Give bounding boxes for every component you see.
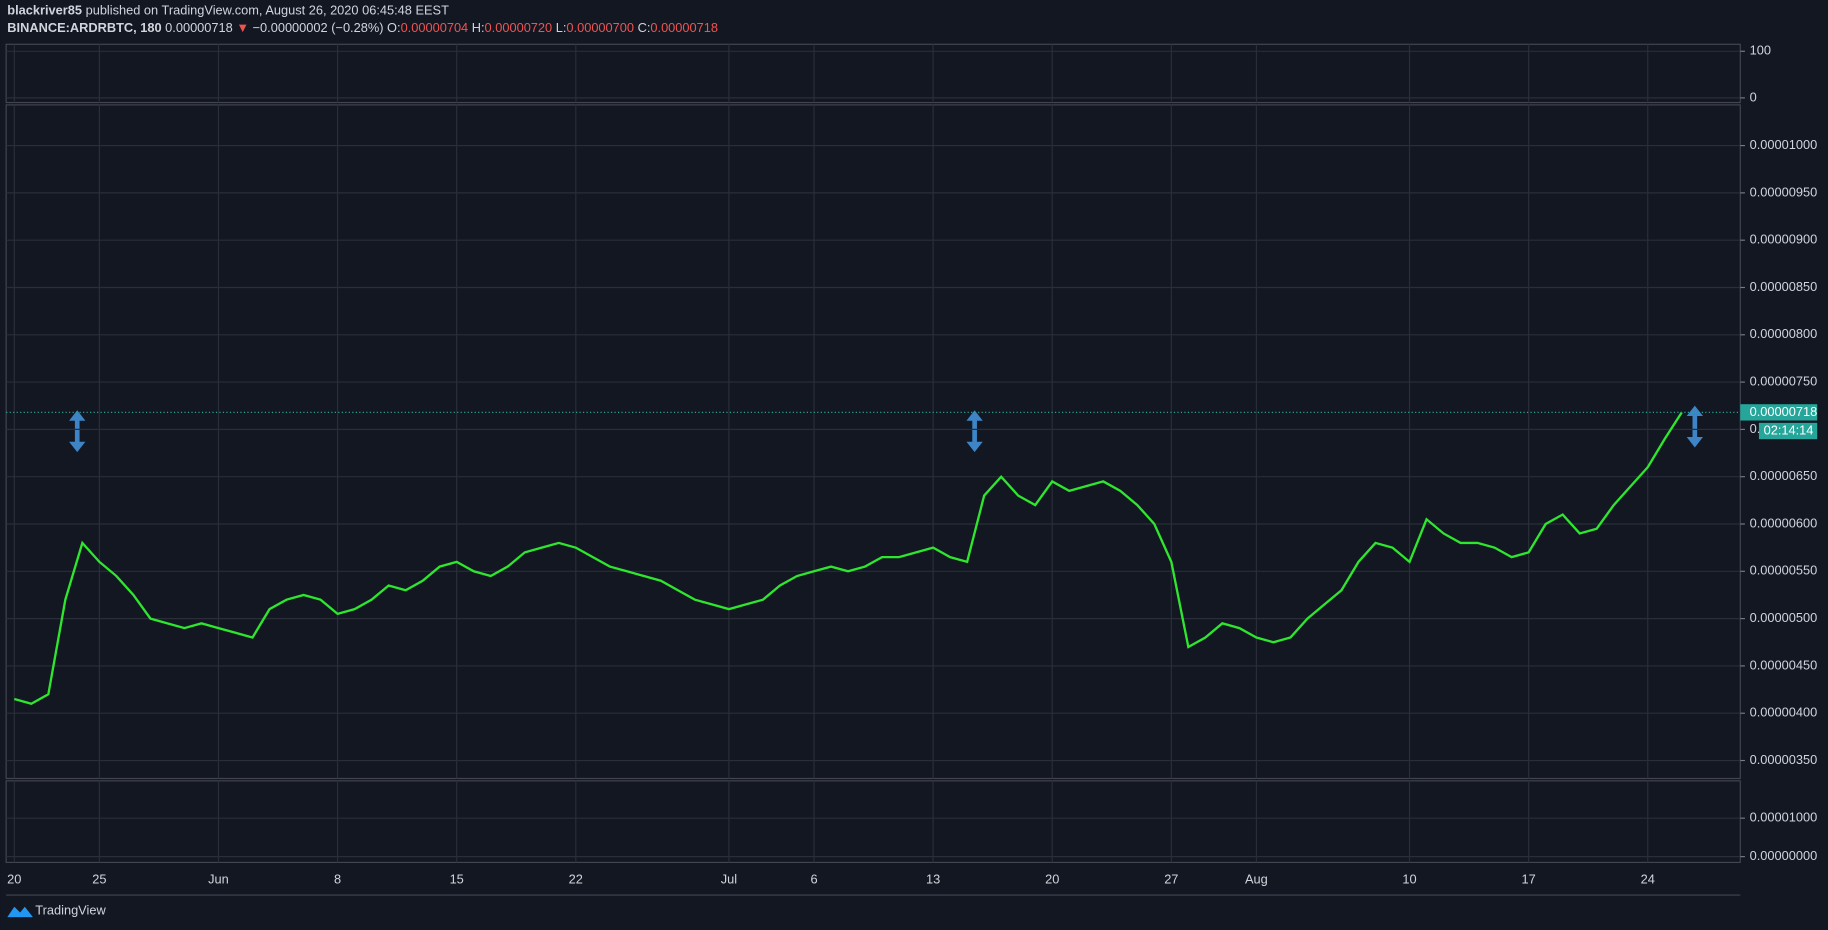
y-tick-label: 0.00001000: [1750, 137, 1818, 152]
open-value: 0.00000704: [401, 21, 469, 36]
y-tick-label: 0.00000600: [1750, 515, 1818, 530]
footer-logo: TradingView: [7, 903, 106, 918]
x-tick-label: 8: [334, 871, 341, 886]
high-value: 0.00000720: [485, 21, 553, 36]
volume-pane: [5, 780, 1741, 863]
y-tick-label: 0.00000650: [1750, 468, 1818, 483]
high-label: H:: [472, 21, 485, 36]
arrow: [1686, 405, 1703, 448]
change: −0.00000002 (−0.28%): [253, 21, 384, 36]
close-value: 0.00000718: [650, 21, 718, 36]
x-tick-label: 25: [92, 871, 106, 886]
y-tick-label: 0.00000900: [1750, 232, 1818, 247]
pane-borders: [5, 43, 1741, 896]
down-icon: ▼: [236, 21, 249, 36]
x-tick-label: 22: [569, 871, 583, 886]
y-tick-label: 100: [1750, 43, 1771, 58]
x-tick-label: 20: [7, 871, 21, 886]
x-tick-label: 20: [1045, 871, 1059, 886]
y-tick-label: 0.00000350: [1750, 752, 1818, 767]
x-tick-label: 17: [1522, 871, 1536, 886]
x-tick-label: 13: [926, 871, 940, 886]
last-price-label: 0.00000718: [1750, 404, 1818, 419]
y-tick-label: 0.00000550: [1750, 563, 1818, 578]
author: blackriver85: [7, 3, 82, 18]
y-tick-label: 0.00001000: [1750, 810, 1818, 825]
y-tick-label: 0.00000500: [1750, 610, 1818, 625]
symbol: BINANCE:ARDRBTC, 180: [7, 21, 161, 36]
x-tick-label: 10: [1402, 871, 1416, 886]
y-tick-label: 0.00000850: [1750, 279, 1818, 294]
y-tick-label: 0.00000800: [1750, 326, 1818, 341]
open-label: O:: [387, 21, 401, 36]
price: 0.00000718: [165, 21, 233, 36]
y-tick-label: 0.00000400: [1750, 705, 1818, 720]
header-line1: blackriver85 published on TradingView.co…: [7, 3, 449, 18]
x-tick-label: 6: [810, 871, 817, 886]
published: published on TradingView.com, August 26,…: [86, 3, 449, 18]
low-value: 0.00000700: [566, 21, 634, 36]
brand: TradingView: [35, 903, 106, 918]
price-line: [13, 411, 1683, 706]
countdown-box: [1758, 422, 1818, 440]
last-price-box: [1740, 404, 1818, 421]
x-tick-label: Jul: [721, 871, 737, 886]
x-tick-label: 24: [1641, 871, 1655, 886]
low-label: L:: [556, 21, 567, 36]
x-tick-label: 15: [450, 871, 464, 886]
header-line2: BINANCE:ARDRBTC, 180 0.00000718 ▼ −0.000…: [7, 21, 718, 36]
y-tick-label: 0.00000950: [1750, 184, 1818, 199]
y-tick-label: 0: [1750, 89, 1757, 104]
x-tick-label: Aug: [1245, 871, 1268, 886]
oscillator-pane: [5, 43, 1741, 104]
y-tick-label: 0.00000000: [1750, 848, 1818, 863]
logo-icon: [7, 906, 33, 918]
x-tick-label: 27: [1164, 871, 1178, 886]
price-pane: [5, 104, 1741, 780]
y-tick-label: 0.00000750: [1750, 373, 1818, 388]
y-tick-label: 0.00000450: [1750, 657, 1818, 672]
close-label: C:: [638, 21, 651, 36]
countdown: 02:14:14: [1764, 422, 1814, 437]
x-tick-label: Jun: [208, 871, 229, 886]
